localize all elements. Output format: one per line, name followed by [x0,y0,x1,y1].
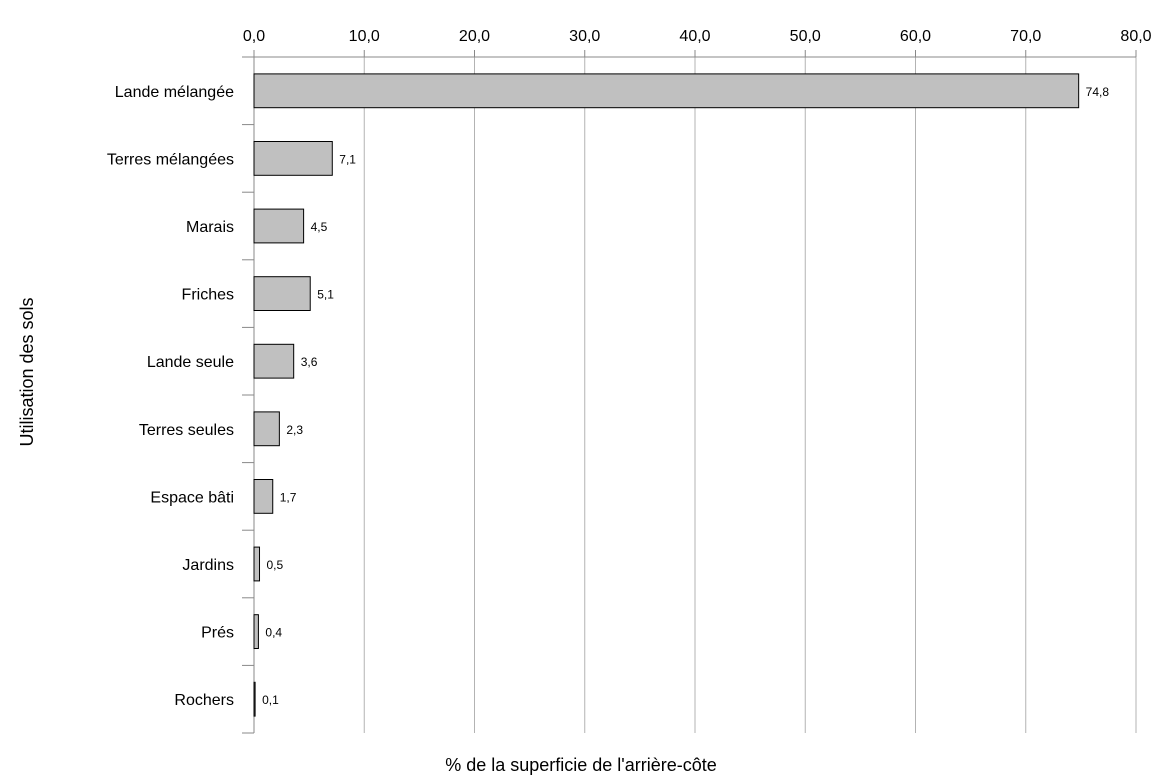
x-tick-label: 10,0 [349,28,380,45]
category-label: Friches [182,287,234,304]
category-label: Terres seules [139,422,234,439]
bar [253,141,333,176]
data-label: 4,5 [311,220,328,234]
data-label: 7,1 [339,152,356,166]
x-axis-title: % de la superficie de l'arrière-côte [445,755,717,775]
bar [253,479,274,514]
data-label: 0,5 [267,558,284,572]
x-tick-label: 80,0 [1120,28,1151,45]
category-label: Rochers [174,692,234,709]
bar [253,276,311,312]
x-tick-label: 0,0 [243,28,265,45]
category-label: Jardins [182,557,234,574]
labels: 0,0 10,0 20,0 30,0 40,0 50,0 60,0 70,0 80,0 Lande… [107,28,1152,709]
data-label: 2,3 [286,423,303,437]
category-label: Marais [186,219,234,236]
bar [253,343,295,379]
category-label: Prés [201,625,234,642]
bars [253,73,1080,717]
x-tick-label: 40,0 [679,28,710,45]
x-tick-label: 20,0 [459,28,490,45]
category-label: Lande seule [147,354,234,371]
bar [253,614,259,650]
category-label: Terres mélangées [107,151,234,168]
bar [253,73,1080,109]
bar [253,411,280,447]
x-tick-label: 70,0 [1010,28,1041,45]
x-tick-label: 50,0 [790,28,821,45]
x-tick-label: 30,0 [569,28,600,45]
bar [253,681,256,717]
axes [242,50,1137,734]
bar [253,208,305,244]
data-label: 1,7 [280,490,297,504]
data-label: 3,6 [301,355,318,369]
y-axis-title: Utilisation des sols [17,297,37,446]
data-label: 74,8 [1086,85,1110,99]
bar [253,546,261,582]
data-label: 0,1 [262,693,279,707]
category-label: Espace bâti [150,489,234,506]
data-label: 5,1 [317,288,334,302]
data-label: 0,4 [265,626,282,640]
x-tick-label: 60,0 [900,28,931,45]
grid-lines [363,57,1137,733]
category-label: Lande mélangée [115,84,234,101]
